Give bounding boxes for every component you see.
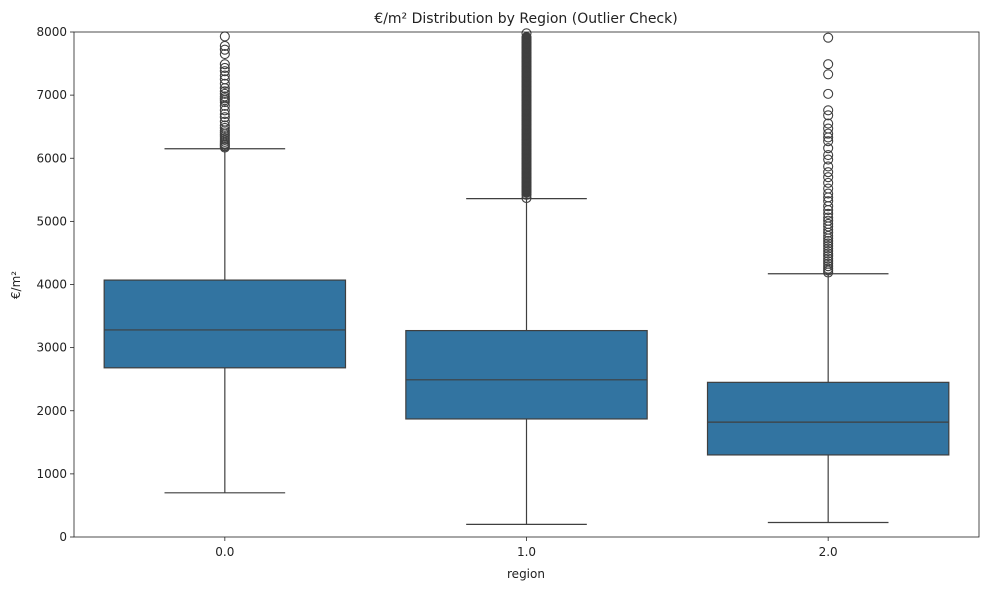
outlier-point — [521, 52, 532, 63]
outlier-point — [219, 59, 230, 70]
outlier-point — [219, 86, 230, 97]
outlier-point — [521, 129, 532, 140]
outlier-point — [823, 69, 834, 80]
x-tick-label: 0.0 — [215, 545, 234, 559]
outlier-point — [823, 248, 834, 259]
outlier-point — [823, 215, 834, 226]
y-tick-label: 2000 — [36, 404, 67, 418]
outlier-point — [521, 189, 532, 200]
y-axis: 0 1000 2000 3000 4000 5000 6000 7000 8000 — [36, 25, 74, 544]
outlier-point — [219, 74, 230, 85]
outlier-point — [823, 263, 834, 274]
outlier-point — [521, 115, 532, 126]
outlier-point — [823, 59, 834, 70]
outlier-point — [823, 253, 834, 264]
outlier-point — [219, 49, 230, 60]
outlier-point — [219, 44, 230, 55]
outlier-point — [823, 245, 834, 257]
outlier-point — [823, 261, 834, 272]
outlier-point — [521, 144, 532, 155]
outlier-point — [823, 212, 834, 223]
x-tick-label: 1.0 — [517, 545, 536, 559]
y-tick-label: 6000 — [36, 151, 67, 165]
y-tick-label: 5000 — [36, 214, 67, 228]
iqr-box — [103, 279, 347, 369]
outlier-point — [219, 105, 230, 116]
outlier-point — [219, 66, 230, 77]
outlier-point — [823, 196, 834, 207]
y-tick-label: 0 — [59, 530, 67, 544]
outlier-point — [823, 177, 834, 188]
outlier-point — [521, 158, 532, 169]
plot-area — [103, 28, 950, 525]
outlier-point — [823, 161, 834, 172]
outlier-point — [521, 28, 532, 39]
outlier-point — [823, 128, 834, 139]
y-tick-label: 3000 — [36, 341, 67, 355]
outlier-point — [823, 256, 834, 267]
outlier-point — [823, 258, 834, 269]
box-group-2.0 — [706, 32, 950, 524]
iqr-box — [405, 329, 648, 420]
outlier-point — [823, 123, 834, 134]
outlier-point — [823, 235, 834, 246]
outlier-point — [823, 218, 834, 229]
outlier-point — [823, 136, 834, 147]
outlier-point — [823, 143, 834, 154]
outlier-point — [219, 112, 230, 123]
outlier-point — [823, 188, 834, 199]
outlier-point — [823, 105, 834, 116]
outlier-point — [521, 100, 532, 111]
outlier-point — [823, 88, 834, 99]
x-axis: 0.0 1.0 2.0 — [215, 537, 838, 559]
outlier-point — [521, 86, 532, 97]
outlier-point — [219, 88, 230, 99]
outlier-point — [823, 172, 834, 183]
outlier-point — [823, 240, 834, 252]
outlier-point — [823, 243, 834, 254]
outlier-point — [521, 81, 532, 92]
outlier-point — [219, 116, 230, 127]
outlier-point — [823, 32, 834, 43]
outlier-point — [219, 122, 230, 133]
outlier-point — [219, 91, 230, 102]
outlier-point — [219, 120, 230, 131]
y-tick-label: 4000 — [36, 278, 67, 292]
outlier-point — [521, 66, 532, 77]
outlier-point — [823, 183, 834, 194]
outlier-point — [823, 251, 834, 262]
x-tick-label: 2.0 — [819, 545, 838, 559]
outlier-point — [823, 238, 834, 249]
box-group-0.0 — [103, 31, 347, 494]
chart-title: €/m² Distribution by Region (Outlier Che… — [374, 11, 677, 27]
outlier-point — [823, 167, 834, 178]
outlier-point — [219, 31, 230, 42]
outlier-point — [823, 154, 834, 165]
y-tick-label: 8000 — [36, 25, 67, 39]
outlier-point — [219, 109, 230, 120]
y-tick-label: 7000 — [36, 88, 67, 102]
x-axis-label: region — [507, 567, 545, 581]
outlier-point — [823, 208, 834, 219]
outlier-point — [521, 192, 532, 204]
outlier-point — [219, 70, 230, 81]
outlier-point — [219, 78, 230, 89]
outlier-point — [823, 110, 834, 121]
iqr-box — [706, 381, 950, 456]
y-tick-label: 1000 — [36, 467, 67, 481]
box-group-1.0 — [405, 28, 648, 525]
outlier-point — [823, 150, 834, 161]
outlier-point — [823, 118, 834, 129]
y-axis-label: €/m² — [9, 271, 23, 299]
outlier-point — [521, 32, 532, 43]
outlier-point — [219, 62, 230, 74]
